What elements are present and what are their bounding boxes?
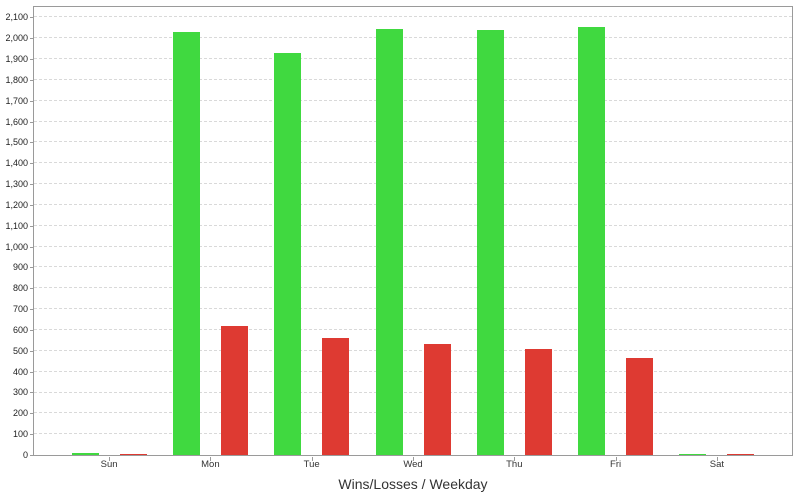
bar-losses-wed bbox=[423, 343, 451, 455]
plot-area bbox=[33, 6, 793, 456]
gridline bbox=[34, 203, 792, 205]
gridline bbox=[34, 391, 792, 393]
gridline bbox=[34, 37, 792, 39]
chart-title: Wins/Losses / Weekday bbox=[338, 476, 488, 492]
bar-losses-tue bbox=[322, 338, 350, 455]
y-tick bbox=[30, 413, 33, 415]
x-tick bbox=[514, 457, 516, 461]
gridline bbox=[34, 16, 792, 18]
x-tick-label: Wed bbox=[403, 459, 423, 470]
x-tick-label: Thu bbox=[506, 459, 523, 470]
y-tick-label: 200 bbox=[12, 408, 28, 419]
bar-wins-fri bbox=[578, 26, 606, 455]
y-tick-label: 1,400 bbox=[5, 158, 28, 169]
y-tick-label: 100 bbox=[12, 429, 28, 440]
y-tick-label: 2,100 bbox=[5, 12, 28, 23]
y-tick-label: 1,900 bbox=[5, 54, 28, 65]
y-tick-label: 1,800 bbox=[5, 74, 28, 85]
y-tick-label: 400 bbox=[12, 366, 28, 377]
bar-wins-tue bbox=[274, 52, 302, 455]
y-tick bbox=[30, 204, 33, 206]
y-tick-label: 0 bbox=[22, 450, 28, 460]
y-tick-label: 700 bbox=[12, 304, 28, 315]
y-tick-label: 1,700 bbox=[5, 95, 28, 106]
bar-losses-thu bbox=[524, 348, 552, 455]
y-tick bbox=[30, 350, 33, 352]
x-tick bbox=[413, 457, 414, 461]
y-tick bbox=[30, 17, 33, 19]
gridline bbox=[34, 183, 792, 185]
gridline bbox=[34, 412, 792, 414]
y-tick-label: 2,000 bbox=[5, 33, 28, 44]
gridline bbox=[34, 370, 792, 372]
bar-losses-fri bbox=[626, 358, 654, 455]
y-tick bbox=[30, 59, 33, 61]
gridline bbox=[34, 287, 792, 289]
y-tick bbox=[30, 392, 33, 394]
y-axis: 0 100 200 300 400 500 600 700 800 900 1,000 1,100 1,… bbox=[0, 0, 28, 500]
gridline bbox=[34, 266, 792, 268]
y-tick bbox=[30, 329, 33, 331]
y-tick-label: 1,600 bbox=[5, 116, 28, 127]
bar-wins-sun bbox=[71, 453, 99, 455]
gridline bbox=[34, 78, 792, 80]
y-tick-label: 500 bbox=[12, 345, 28, 356]
x-tick-label: Sat bbox=[709, 459, 725, 470]
y-tick bbox=[30, 246, 33, 248]
gridline bbox=[34, 328, 792, 330]
x-tick bbox=[109, 457, 111, 461]
y-tick bbox=[30, 371, 33, 373]
y-tick-label: 1,300 bbox=[5, 179, 28, 190]
y-tick-label: 1,200 bbox=[5, 199, 28, 210]
y-tick bbox=[30, 100, 33, 102]
y-tick bbox=[30, 184, 33, 186]
y-tick-label: 900 bbox=[12, 262, 28, 273]
gridline bbox=[34, 120, 792, 122]
x-tick bbox=[311, 457, 313, 461]
y-tick bbox=[30, 38, 33, 40]
y-tick bbox=[30, 225, 33, 227]
gridline bbox=[34, 141, 792, 143]
bar-losses-sun bbox=[119, 454, 147, 455]
x-tick-label: Fri bbox=[610, 459, 622, 470]
y-tick-label: 300 bbox=[12, 387, 28, 398]
gridline bbox=[34, 162, 792, 164]
y-tick-label: 1,100 bbox=[5, 220, 28, 231]
gridline bbox=[34, 433, 792, 435]
gridline bbox=[34, 58, 792, 60]
x-tick-label: Sun bbox=[100, 459, 118, 470]
x-tick bbox=[210, 457, 212, 461]
y-tick bbox=[30, 434, 33, 436]
y-tick-label: 600 bbox=[12, 324, 28, 335]
bar-wins-wed bbox=[375, 28, 403, 455]
x-tick bbox=[615, 457, 617, 461]
y-tick-label: 800 bbox=[12, 283, 28, 294]
gridline bbox=[34, 308, 792, 310]
gridline bbox=[34, 99, 792, 101]
x-tick bbox=[716, 457, 718, 461]
x-tick-label: Tue bbox=[303, 459, 320, 470]
y-tick-label: 1,500 bbox=[5, 137, 28, 148]
bar-wins-sat bbox=[679, 453, 707, 455]
y-tick bbox=[30, 121, 33, 123]
y-tick bbox=[30, 309, 33, 311]
y-tick bbox=[30, 142, 33, 144]
y-tick bbox=[30, 79, 33, 81]
bar-losses-sat bbox=[727, 454, 755, 455]
bar-wins-mon bbox=[172, 32, 200, 455]
y-tick bbox=[30, 267, 33, 269]
y-tick bbox=[30, 455, 33, 456]
gridline bbox=[34, 245, 792, 247]
y-tick bbox=[30, 288, 33, 290]
gridline bbox=[34, 349, 792, 351]
x-tick-label: Mon bbox=[201, 459, 220, 470]
gridline bbox=[34, 224, 792, 226]
y-tick-label: 1,000 bbox=[5, 241, 28, 252]
bar-losses-mon bbox=[220, 325, 248, 455]
bar-wins-thu bbox=[476, 29, 504, 455]
y-tick bbox=[30, 163, 33, 165]
